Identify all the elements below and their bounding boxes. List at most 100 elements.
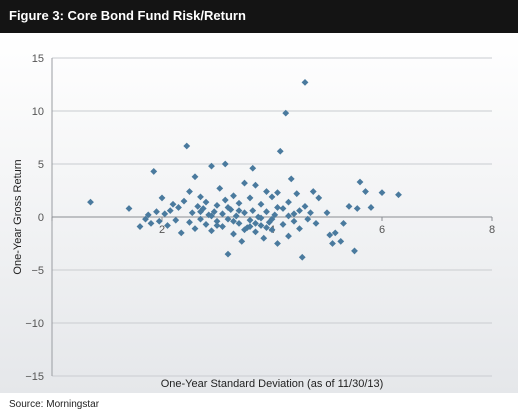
data-point [331, 229, 339, 237]
data-point [362, 188, 369, 195]
x-tick-label: 2 [159, 224, 165, 236]
data-point [274, 204, 281, 211]
data-point [169, 200, 177, 208]
y-tick-label: 15 [32, 53, 44, 65]
data-point [290, 210, 298, 218]
data-point [219, 210, 226, 218]
data-point [197, 215, 204, 223]
data-point [340, 219, 347, 227]
y-tick-label: −10 [25, 318, 44, 330]
data-point [87, 198, 94, 206]
data-point [285, 198, 292, 206]
data-point [257, 214, 265, 222]
figure-header: Figure 3: Core Bond Fund Risk/Return [0, 0, 518, 33]
data-point [216, 184, 224, 192]
data-point [293, 190, 301, 198]
data-point [276, 147, 284, 155]
data-point [172, 216, 180, 224]
data-point [186, 218, 193, 226]
data-point [232, 212, 240, 220]
data-point [238, 237, 246, 245]
data-point [227, 206, 235, 213]
data-point [329, 240, 336, 247]
data-point [197, 193, 204, 201]
data-point [249, 164, 257, 172]
data-point [351, 247, 358, 255]
data-point [309, 188, 317, 195]
data-point [208, 227, 215, 235]
data-point [235, 219, 243, 227]
data-point [268, 226, 276, 234]
data-point [191, 225, 199, 233]
data-point [136, 223, 144, 230]
data-point [150, 168, 158, 175]
y-tick-label: 0 [38, 212, 44, 224]
data-point [161, 210, 169, 218]
data-point [271, 211, 279, 219]
data-point [252, 219, 259, 227]
y-tick-label: 5 [38, 159, 44, 171]
data-point [315, 194, 323, 202]
data-point [241, 226, 248, 234]
data-point [241, 209, 248, 217]
data-point [230, 217, 237, 225]
y-tick-label: −15 [25, 371, 44, 383]
data-point [213, 201, 221, 209]
data-point [153, 208, 160, 216]
data-point [224, 204, 232, 211]
data-point [177, 229, 185, 237]
data-point [282, 109, 290, 117]
data-point [274, 189, 281, 197]
data-point [175, 204, 182, 211]
data-point [235, 207, 243, 215]
data-point [246, 216, 254, 224]
data-point [285, 232, 292, 240]
data-point [246, 223, 254, 230]
data-point [158, 194, 166, 202]
data-point [268, 215, 276, 223]
data-point [265, 218, 273, 226]
data-point [197, 208, 204, 216]
data-point [260, 234, 268, 242]
data-point [290, 217, 298, 225]
data-point [263, 188, 270, 195]
data-point [326, 231, 334, 239]
x-axis-label: One-Year Standard Deviation (as of 11/30… [161, 378, 384, 390]
data-point [296, 207, 303, 215]
data-point [257, 222, 265, 229]
data-point [353, 205, 361, 212]
data-point [213, 222, 221, 229]
data-point [221, 196, 229, 204]
data-point [301, 203, 309, 210]
data-point [345, 203, 353, 210]
data-point [307, 209, 314, 217]
data-point [230, 192, 237, 200]
data-point [337, 237, 345, 245]
data-point [287, 175, 295, 183]
data-point [268, 193, 276, 201]
data-point [142, 215, 149, 223]
data-point [298, 253, 306, 261]
data-point [279, 221, 287, 228]
data-point [395, 191, 402, 199]
data-point [252, 228, 259, 236]
data-point [180, 197, 188, 205]
data-point [274, 240, 281, 247]
data-point [221, 160, 229, 168]
figure-title: Figure 3: Core Bond Fund Risk/Return [9, 8, 246, 23]
data-point [252, 181, 259, 189]
data-point [254, 213, 262, 221]
data-point [312, 219, 320, 227]
data-point [235, 199, 243, 207]
data-point [219, 223, 226, 230]
y-tick-label: −5 [31, 265, 44, 277]
data-point [263, 208, 270, 216]
data-point [183, 142, 191, 150]
data-point [213, 217, 221, 225]
data-point [257, 200, 265, 208]
data-point [202, 198, 210, 206]
data-point [186, 188, 193, 195]
data-point [125, 205, 133, 212]
data-point [147, 219, 155, 227]
